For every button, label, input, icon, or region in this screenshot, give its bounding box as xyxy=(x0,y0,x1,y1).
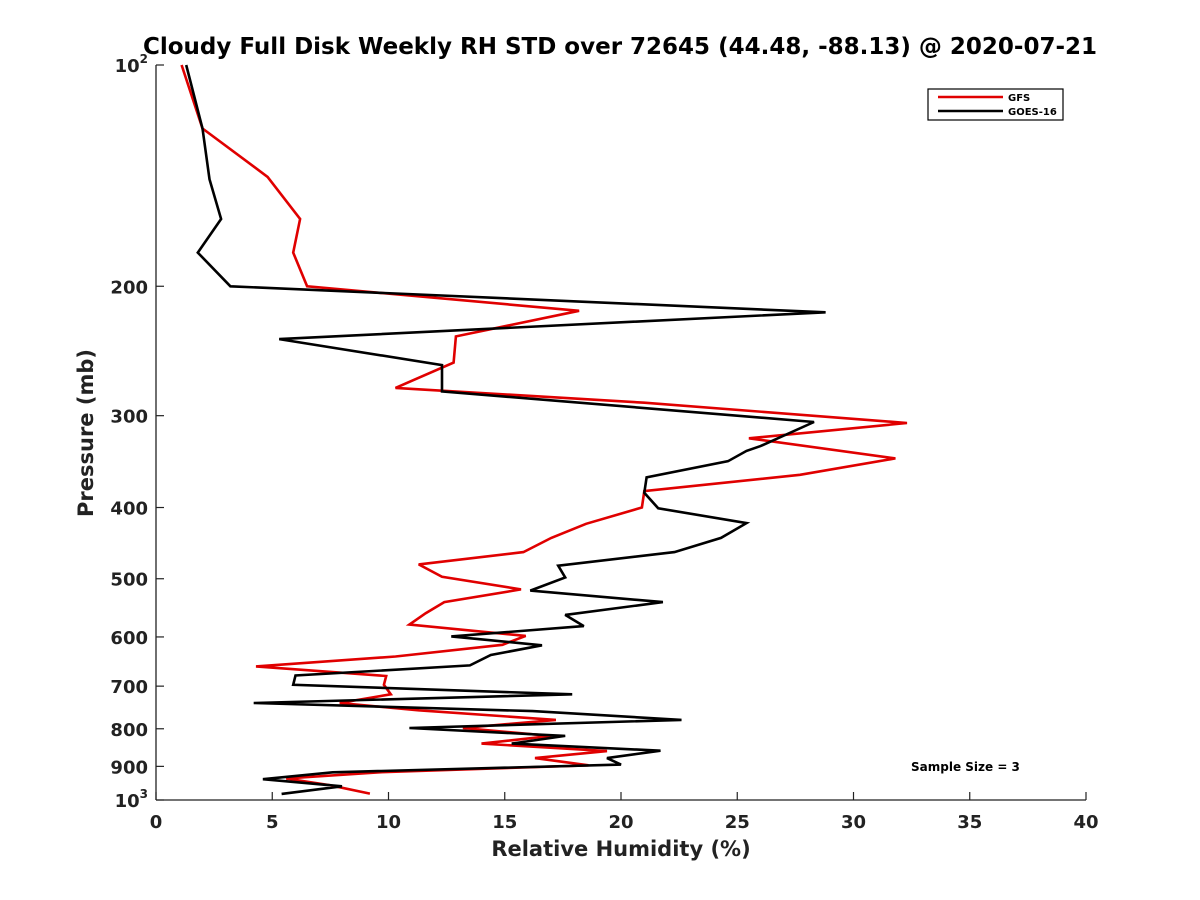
x-tick-label: 30 xyxy=(841,812,866,833)
y-axis-label: Pressure (mb) xyxy=(74,349,98,517)
legend-label-gfs: GFS xyxy=(1008,93,1030,104)
plot-area: 0 5 10 15 20 25 30 35 40 10220030040050060070080… xyxy=(110,52,1098,833)
x-tick-label: 20 xyxy=(608,812,633,833)
sample-size-annotation: Sample Size = 3 xyxy=(911,760,1020,774)
y-tick-exponent: 3 xyxy=(140,787,148,801)
y-tick-label: 400 xyxy=(110,499,148,520)
y-tick-label: 600 xyxy=(110,628,148,649)
series-lines xyxy=(180,64,908,796)
y-tick-label: 300 xyxy=(110,407,148,428)
legend-box xyxy=(927,88,1064,121)
x-tick-label: 0 xyxy=(150,812,163,833)
y-tick-label: 200 xyxy=(110,277,148,298)
x-tick-label: 10 xyxy=(376,812,401,833)
x-axis-ticks: 0 5 10 15 20 25 30 35 40 xyxy=(150,792,1099,833)
y-tick-label: 102 xyxy=(115,52,148,77)
legend-label-goes16: GOES-16 xyxy=(1008,107,1057,118)
y-tick-base: 10 xyxy=(115,56,140,77)
y-tick-label: 700 xyxy=(110,677,148,698)
y-tick-label: 500 xyxy=(110,570,148,591)
x-tick-label: 5 xyxy=(266,812,279,833)
x-tick-label: 15 xyxy=(492,812,517,833)
x-tick-label: 35 xyxy=(957,812,982,833)
y-tick-exponent: 2 xyxy=(140,52,148,66)
y-tick-base: 10 xyxy=(115,791,140,812)
x-tick-label: 25 xyxy=(725,812,750,833)
x-tick-label: 40 xyxy=(1073,812,1098,833)
legend: GFS GOES-16 xyxy=(927,88,1064,121)
y-tick-label: 103 xyxy=(115,787,148,812)
chart-title: Cloudy Full Disk Weekly RH STD over 7264… xyxy=(143,34,1097,60)
y-tick-label: 900 xyxy=(110,757,148,778)
x-axis-label: Relative Humidity (%) xyxy=(491,837,750,861)
series-line-goes16 xyxy=(184,64,826,796)
y-tick-label: 800 xyxy=(110,720,148,741)
series-line-gfs xyxy=(180,64,908,795)
